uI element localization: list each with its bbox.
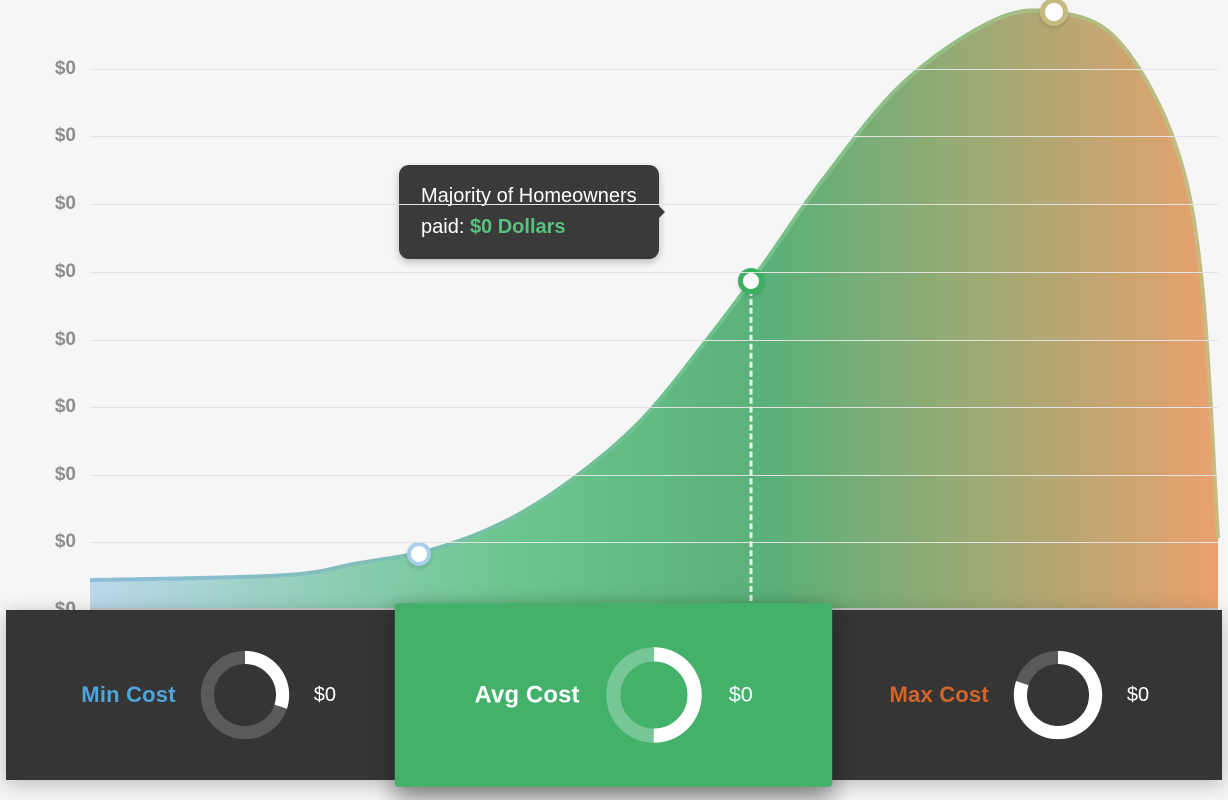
max-cost-label: Max Cost	[889, 682, 988, 708]
cost-chart: $0$0$0$0$0$0$0$0$0	[0, 0, 1228, 625]
y-tick-label: $0	[55, 261, 76, 283]
y-tick-label: $0	[55, 58, 76, 80]
max-cost-ring	[1011, 648, 1105, 742]
y-tick-label: $0	[55, 396, 76, 418]
tooltip-line2-prefix: paid:	[421, 216, 470, 238]
max-cost-card: Max Cost $0	[817, 610, 1222, 780]
avg-cost-value: $0	[729, 683, 753, 708]
cost-cards-row: Min Cost $0 Avg Cost $0 Max Cost $0	[6, 610, 1222, 780]
tooltip-line2: paid: $0 Dollars	[421, 212, 637, 243]
avg-cost-card: Avg Cost $0	[395, 603, 833, 787]
chart-tooltip: Majority of Homeowners paid: $0 Dollars	[399, 165, 659, 259]
gridline	[90, 475, 1218, 476]
gridline	[90, 69, 1218, 70]
y-tick-label: $0	[55, 464, 76, 486]
area-curve-svg	[90, 12, 1218, 610]
area-fill	[90, 10, 1218, 610]
gridline	[90, 340, 1218, 341]
y-tick-label: $0	[55, 125, 76, 147]
min-cost-ring	[198, 648, 292, 742]
min-cost-label: Min Cost	[81, 682, 175, 708]
avg-marker-stem	[750, 281, 753, 610]
chart-plot-area: Majority of Homeowners paid: $0 Dollars	[90, 12, 1218, 610]
gridline	[90, 542, 1218, 543]
max-cost-value: $0	[1127, 684, 1149, 707]
y-tick-label: $0	[55, 531, 76, 553]
tooltip-line1: Majority of Homeowners	[421, 181, 637, 212]
min-cost-value: $0	[314, 684, 336, 707]
avg-cost-label: Avg Cost	[475, 681, 580, 709]
y-axis: $0$0$0$0$0$0$0$0$0	[0, 12, 90, 610]
gridline	[90, 407, 1218, 408]
gridline	[90, 204, 1218, 205]
gridline	[90, 136, 1218, 137]
tooltip-amount: $0 Dollars	[470, 216, 566, 238]
min-marker	[407, 542, 431, 566]
y-tick-label: $0	[55, 193, 76, 215]
avg-cost-ring	[604, 644, 706, 746]
gridline	[90, 272, 1218, 273]
y-tick-label: $0	[55, 329, 76, 351]
min-cost-card: Min Cost $0	[6, 610, 411, 780]
